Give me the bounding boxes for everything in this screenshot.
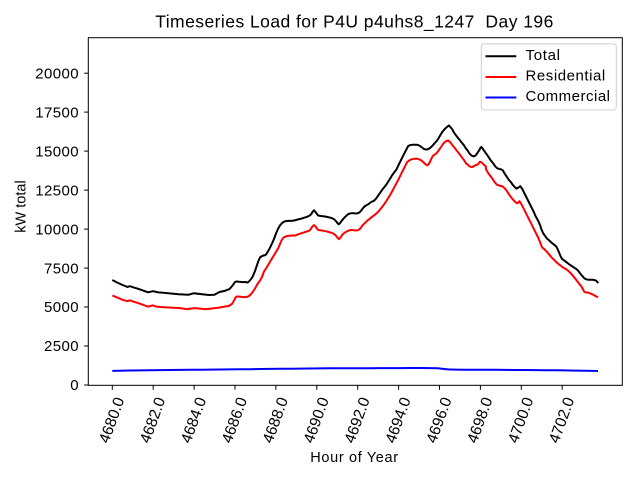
svg-text:2500: 2500 <box>44 338 79 355</box>
svg-text:4696.0: 4696.0 <box>423 395 455 446</box>
svg-text:15000: 15000 <box>35 143 79 160</box>
svg-text:4684.0: 4684.0 <box>178 395 210 446</box>
svg-text:4686.0: 4686.0 <box>219 395 251 446</box>
svg-text:7500: 7500 <box>44 260 79 277</box>
svg-text:20000: 20000 <box>35 65 79 82</box>
svg-text:Hour of Year: Hour of Year <box>310 450 398 466</box>
svg-text:4688.0: 4688.0 <box>260 395 292 446</box>
svg-text:4700.0: 4700.0 <box>505 395 537 446</box>
svg-text:4682.0: 4682.0 <box>137 395 169 446</box>
svg-text:Commercial: Commercial <box>526 88 611 105</box>
svg-text:Residential: Residential <box>526 68 606 85</box>
svg-text:Timeseries Load for P4U p4uhs8: Timeseries Load for P4U p4uhs8_1247 Day … <box>155 12 554 33</box>
svg-text:12500: 12500 <box>35 182 79 199</box>
svg-text:4698.0: 4698.0 <box>464 395 496 446</box>
svg-text:Total: Total <box>526 47 561 64</box>
svg-text:10000: 10000 <box>35 221 79 238</box>
svg-text:4680.0: 4680.0 <box>96 395 128 446</box>
svg-text:4692.0: 4692.0 <box>342 395 374 446</box>
svg-text:4690.0: 4690.0 <box>301 395 333 446</box>
svg-text:17500: 17500 <box>35 104 79 121</box>
svg-text:4694.0: 4694.0 <box>382 395 414 446</box>
svg-text:0: 0 <box>70 377 79 394</box>
svg-text:5000: 5000 <box>44 299 79 316</box>
svg-text:4702.0: 4702.0 <box>546 395 578 446</box>
svg-text:kW total: kW total <box>14 180 30 232</box>
